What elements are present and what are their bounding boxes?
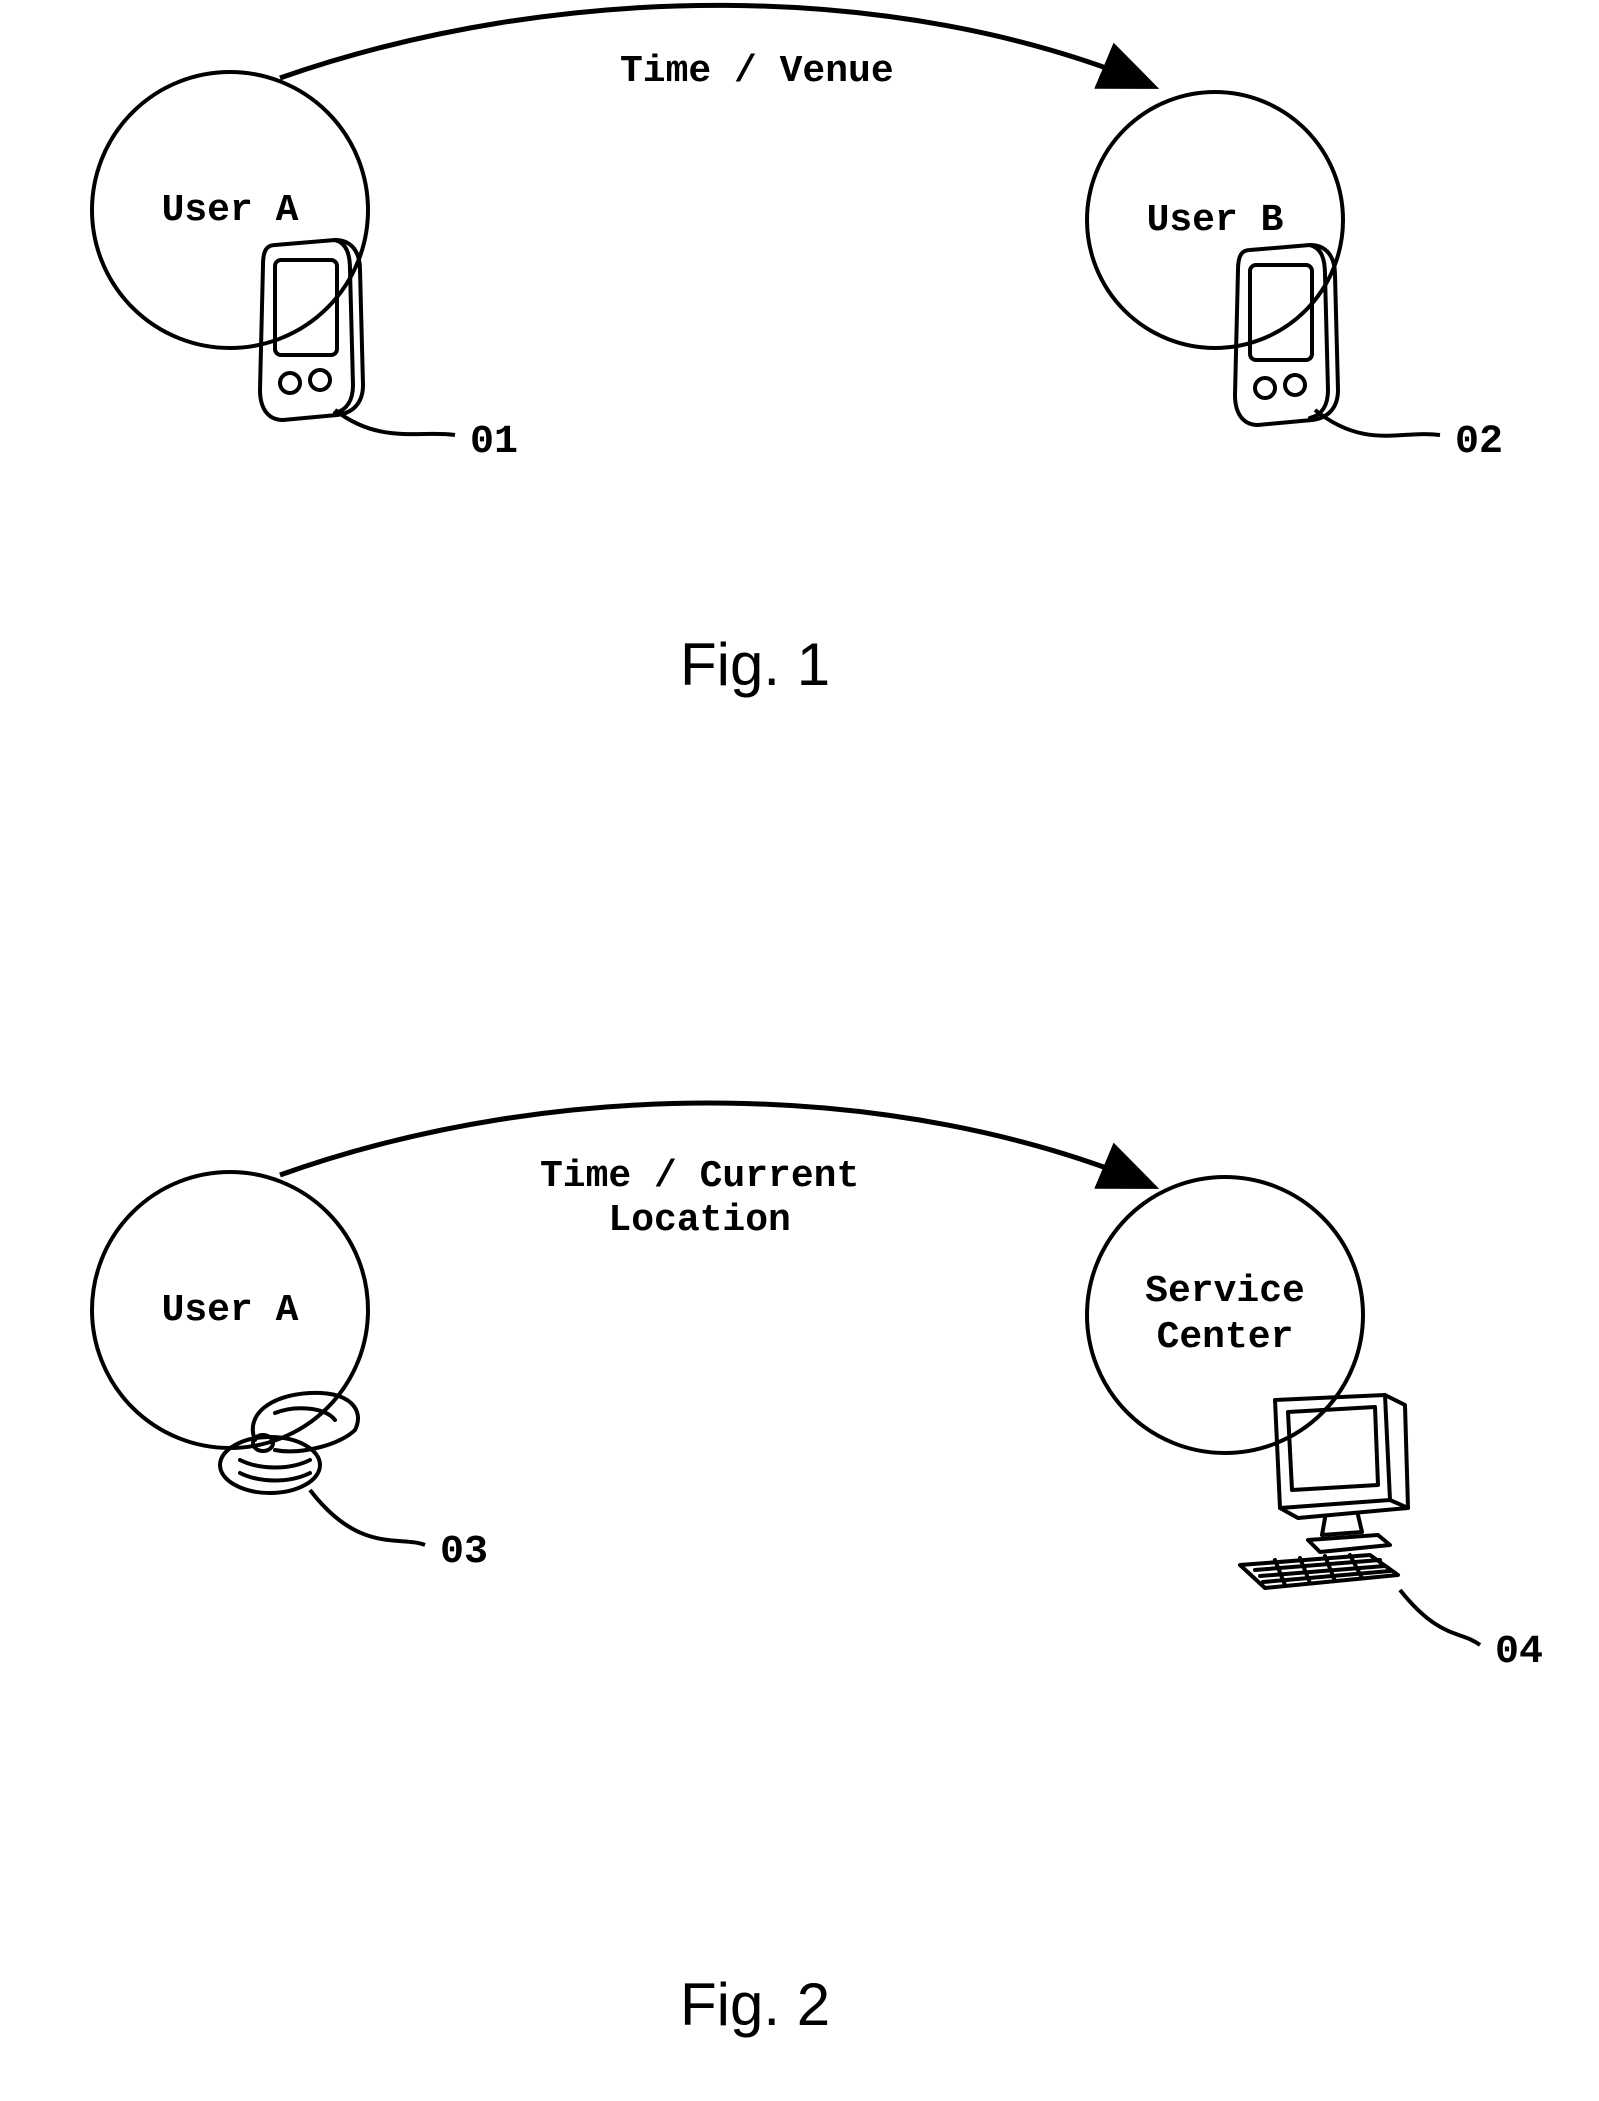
fig2-arrow-label: Time / Current Location <box>540 1155 859 1242</box>
ref-01: 01 <box>470 420 518 465</box>
fig2-service-center-label: Service Center <box>1145 1269 1305 1360</box>
fig1-user-a-label: User A <box>162 189 299 232</box>
pda-device-icon <box>1230 240 1350 430</box>
service-center-line1: Service <box>1145 1270 1305 1313</box>
fig1-arrow-label: Time / Venue <box>620 50 894 93</box>
ref-02: 02 <box>1455 420 1503 465</box>
pda-device-icon <box>255 235 375 425</box>
fig2-user-a-label: User A <box>162 1289 299 1332</box>
fig1-user-b-label: User B <box>1147 199 1284 242</box>
fig1-caption: Fig. 1 <box>680 630 830 699</box>
flip-phone-icon <box>215 1385 375 1505</box>
ref-04: 04 <box>1495 1630 1543 1675</box>
fig2-arrow-label-line1: Time / Current <box>540 1155 859 1198</box>
fig2-caption: Fig. 2 <box>680 1970 830 2039</box>
service-center-line2: Center <box>1157 1316 1294 1359</box>
fig2-arrow-label-line2: Location <box>608 1199 790 1242</box>
ref-03: 03 <box>440 1530 488 1575</box>
computer-icon <box>1230 1390 1450 1610</box>
